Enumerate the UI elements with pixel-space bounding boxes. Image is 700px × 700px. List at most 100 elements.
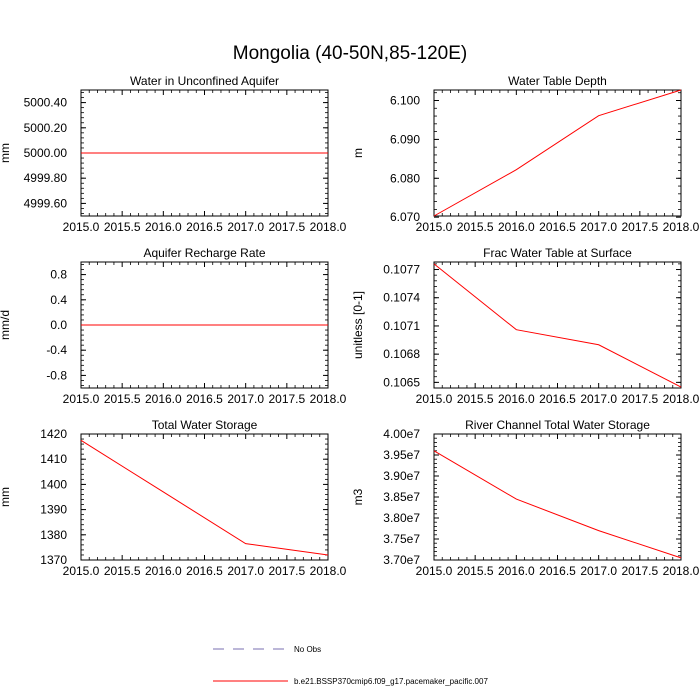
y-axis-label: m3 [351,488,365,505]
panel-4: Frac Water Table at Surface 2015.0 2015.5 2… [351,246,700,406]
panel-3: Aquifer Recharge Rate 2015.0 2015.5 2016.0 2… [0,246,347,406]
plot-frame [80,433,329,561]
x-tick-label: 2017.0 [227,564,264,578]
y-tick-label: 3.75e7 [383,532,420,546]
x-tick-label: 2015.5 [104,220,141,234]
x-tick-label: 2015.0 [416,220,453,234]
x-tick-label: 2017.5 [621,564,658,578]
x-tick-label: 2018.0 [310,220,347,234]
x-tick-label: 2017.5 [621,220,658,234]
panel-5: Total Water Storage 2015.0 2015.5 2016.0 201… [0,418,347,578]
x-tick-label: 2016.0 [145,392,182,406]
x-tick-label: 2017.5 [268,392,305,406]
y-tick-label: 3.95e7 [383,448,420,462]
legend: No Obs b.e21.BSSP370cmip6.f09_g17.pacemak… [213,645,488,686]
legend-label: b.e21.BSSP370cmip6.f09_g17.pacemaker_pac… [294,677,488,686]
x-tick-label: 2015.5 [457,564,494,578]
series-line [433,263,682,388]
x-tick-label: 2017.0 [227,220,264,234]
series-line [433,89,682,217]
figure-title: Mongolia (40-50N,85-120E) [233,43,467,64]
series-line [433,450,682,559]
panels-group: Water in Unconfined Aquifer 2015.0 2015.5 2… [0,74,700,578]
y-tick-label: 5000.20 [24,121,68,135]
x-tick-label: 2016.5 [539,392,576,406]
y-tick-label: 5000.40 [24,96,68,110]
legend-entry-model: b.e21.BSSP370cmip6.f09_g17.pacemaker_pac… [213,677,488,686]
plot-frame [433,433,682,561]
panel-title: Water in Unconfined Aquifer [130,74,279,88]
panel-6: River Channel Total Water Storage 2015.0 2… [351,418,700,578]
x-tick-label: 2015.0 [416,564,453,578]
panel-title: Total Water Storage [152,418,258,432]
x-tick-label: 2016.5 [539,564,576,578]
y-tick-label: 4.00e7 [383,427,420,441]
x-tick-label: 2017.0 [580,392,617,406]
x-tick-label: 2017.5 [621,392,658,406]
legend-entry-no-obs: No Obs [213,645,321,654]
panel-2: Water Table Depth 2015.0 2015.5 2016.0 2016.… [351,74,700,234]
y-tick-label: 0.8 [50,268,67,282]
panel-title: River Channel Total Water Storage [465,418,650,432]
y-tick-label: 0.0 [50,318,67,332]
y-axis-label: unitless [0-1] [351,291,365,359]
x-tick-label: 2015.0 [416,392,453,406]
y-tick-label: 6.100 [390,94,420,108]
y-tick-label: 1390 [40,503,67,517]
x-tick-label: 2016.5 [186,564,223,578]
y-tick-label: 0.1065 [383,375,420,389]
x-tick-label: 2015.5 [104,392,141,406]
y-tick-label: 6.070 [390,210,420,224]
x-tick-label: 2016.0 [498,564,535,578]
x-tick-label: 2018.0 [663,392,700,406]
y-tick-label: 1380 [40,528,67,542]
x-tick-label: 2015.0 [63,564,100,578]
x-tick-label: 2018.0 [663,564,700,578]
x-tick-label: 2016.5 [186,392,223,406]
y-tick-label: 0.4 [50,293,67,307]
x-tick-label: 2018.0 [310,392,347,406]
y-axis-label: mm [0,487,12,507]
x-tick-label: 2015.5 [104,564,141,578]
y-axis-label: m [351,148,365,158]
x-tick-label: 2017.5 [268,564,305,578]
x-tick-label: 2016.0 [145,564,182,578]
y-tick-label: 1410 [40,452,67,466]
plot-frame [433,261,682,389]
y-tick-label: 0.1074 [383,291,420,305]
x-tick-label: 2018.0 [310,564,347,578]
x-tick-label: 2016.5 [186,220,223,234]
x-tick-label: 2016.0 [498,392,535,406]
y-tick-label: 3.70e7 [383,553,420,567]
y-tick-label: 3.85e7 [383,490,420,504]
y-tick-label: 4999.60 [24,196,68,210]
x-tick-label: 2015.5 [457,220,494,234]
y-tick-label: 4999.80 [24,171,68,185]
panel-title: Aquifer Recharge Rate [143,246,265,260]
y-tick-label: 0.1077 [383,263,420,277]
x-tick-label: 2015.0 [63,392,100,406]
x-tick-label: 2017.5 [268,220,305,234]
x-tick-label: 2017.0 [580,220,617,234]
panel-1: Water in Unconfined Aquifer 2015.0 2015.5 2… [0,74,347,234]
y-tick-label: 3.80e7 [383,511,420,525]
x-tick-label: 2018.0 [663,220,700,234]
y-tick-label: -0.4 [46,343,67,357]
y-tick-label: 6.090 [390,132,420,146]
y-tick-label: -0.8 [46,368,67,382]
x-tick-label: 2016.5 [539,220,576,234]
y-tick-label: 3.90e7 [383,469,420,483]
y-tick-label: 5000.00 [24,146,68,160]
y-tick-label: 1420 [40,427,67,441]
y-tick-label: 6.080 [390,171,420,185]
x-tick-label: 2017.0 [227,392,264,406]
panel-title: Frac Water Table at Surface [483,246,632,260]
x-tick-label: 2016.0 [498,220,535,234]
x-tick-label: 2017.0 [580,564,617,578]
y-tick-label: 1400 [40,477,67,491]
y-axis-label: mm [0,143,12,163]
y-axis-label: mm/d [0,310,12,340]
y-tick-label: 0.1071 [383,319,420,333]
legend-label: No Obs [294,645,321,654]
